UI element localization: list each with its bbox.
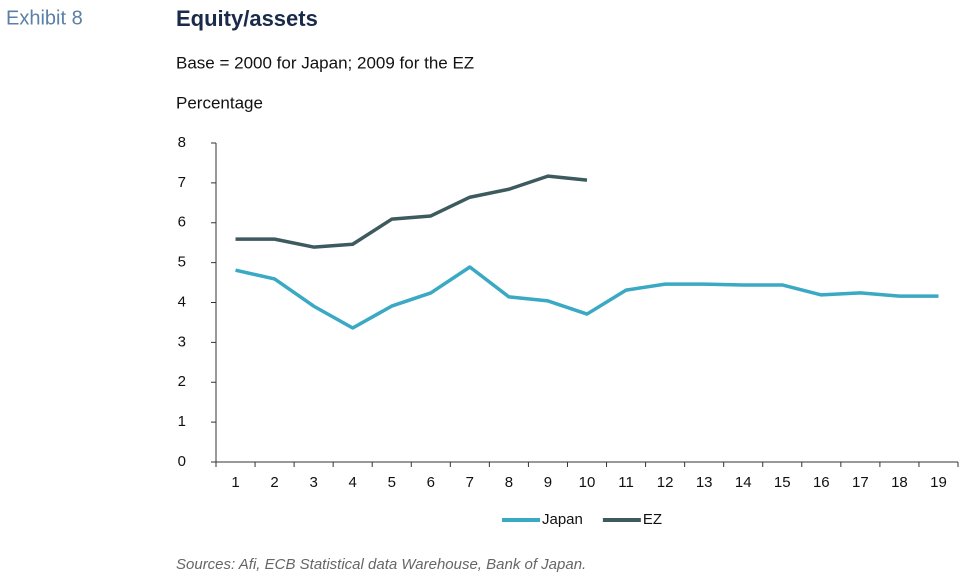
- x-tick-label: 1: [231, 474, 239, 491]
- y-tick-label: 6: [178, 214, 186, 231]
- y-tick-label: 1: [178, 413, 186, 430]
- chart-title: Equity/assets: [176, 6, 318, 31]
- x-tick-label: 2: [270, 474, 278, 491]
- x-tick-label: 15: [774, 474, 791, 491]
- x-tick-label: 4: [349, 474, 357, 491]
- series-line: [235, 174, 588, 249]
- x-tick-label: 18: [891, 474, 908, 491]
- x-tick-label: 8: [505, 474, 513, 491]
- x-tick-label: 9: [544, 474, 552, 491]
- legend-label: Japan: [542, 511, 583, 528]
- x-tick-label: 5: [388, 474, 396, 491]
- y-tick-label: 5: [178, 254, 186, 271]
- y-tick-label: 7: [178, 174, 186, 191]
- y-tick-label: 0: [178, 453, 186, 470]
- x-tick-label: 6: [427, 474, 435, 491]
- x-tick-label: 17: [852, 474, 869, 491]
- y-axis-label: Percentage: [176, 93, 263, 112]
- x-tick-label: 7: [466, 474, 474, 491]
- x-tick-label: 13: [696, 474, 713, 491]
- source-note: Sources: Afi, ECB Statistical data Wareh…: [176, 556, 586, 573]
- legend-label: EZ: [643, 511, 662, 528]
- y-tick-label: 4: [178, 293, 186, 310]
- x-tick-label: 14: [735, 474, 752, 491]
- x-tick-label: 16: [813, 474, 830, 491]
- y-tick-label: 3: [178, 333, 186, 350]
- chart-subtitle: Base = 2000 for Japan; 2009 for the EZ: [176, 53, 474, 72]
- x-tick-label: 12: [657, 474, 674, 491]
- x-tick-label: 3: [309, 474, 317, 491]
- y-tick-label: 8: [178, 134, 186, 151]
- x-tick-label: 10: [579, 474, 596, 491]
- exhibit-label: Exhibit 8: [6, 7, 83, 29]
- x-tick-label: 19: [930, 474, 947, 491]
- x-tick-label: 11: [618, 474, 634, 491]
- series-line: [235, 265, 939, 330]
- y-tick-label: 2: [178, 373, 186, 390]
